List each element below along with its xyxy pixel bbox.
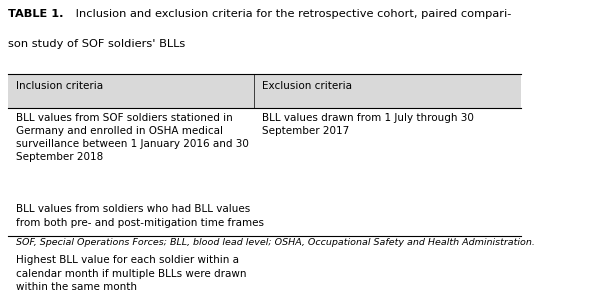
Text: SOF, Special Operations Forces; BLL, blood lead level; OSHA, Occupational Safety: SOF, Special Operations Forces; BLL, blo… <box>16 238 534 247</box>
Text: BLL values from soldiers who had BLL values
from both pre- and post-mitigation t: BLL values from soldiers who had BLL val… <box>16 204 264 228</box>
FancyBboxPatch shape <box>8 74 521 108</box>
Text: Inclusion criteria: Inclusion criteria <box>16 81 103 91</box>
Text: Highest BLL value for each soldier within a
calendar month if multiple BLLs were: Highest BLL value for each soldier withi… <box>16 255 246 292</box>
Text: son study of SOF soldiers' BLLs: son study of SOF soldiers' BLLs <box>8 39 185 49</box>
Text: TABLE 1.: TABLE 1. <box>8 9 63 19</box>
Text: BLL values drawn from 1 July through 30
September 2017: BLL values drawn from 1 July through 30 … <box>261 113 473 136</box>
Text: BLL values from SOF soldiers stationed in
Germany and enrolled in OSHA medical
s: BLL values from SOF soldiers stationed i… <box>16 113 248 162</box>
Text: Exclusion criteria: Exclusion criteria <box>261 81 352 91</box>
Text: Inclusion and exclusion criteria for the retrospective cohort, paired compari-: Inclusion and exclusion criteria for the… <box>72 9 511 19</box>
